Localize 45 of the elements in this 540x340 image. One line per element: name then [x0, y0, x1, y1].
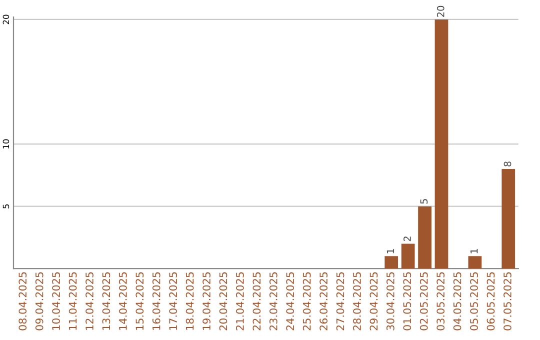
x-tick-label: 06.05.2025 — [486, 272, 495, 330]
y-tick-label: 5 — [2, 204, 10, 208]
bar — [401, 244, 415, 269]
x-tick-label: 15.04.2025 — [136, 272, 144, 330]
x-tick-label: 02.05.2025 — [420, 272, 428, 330]
x-tick-label: 12.04.2025 — [86, 272, 94, 330]
x-tick-label: 22.04.2025 — [252, 272, 261, 330]
x-tick-label: 07.05.2025 — [504, 272, 512, 330]
x-tick-label: 26.04.2025 — [320, 272, 328, 330]
x-tick-label: 05.05.2025 — [470, 272, 478, 330]
x-tick-label: 24.04.2025 — [286, 272, 294, 330]
bar — [502, 168, 516, 269]
y-tick-label: 10 — [2, 139, 10, 148]
data-label: 5 — [420, 199, 428, 204]
x-tick-label: 28.04.2025 — [353, 272, 361, 330]
x-tick-label: 04.05.2025 — [453, 272, 462, 330]
x-tick-label: 23.04.2025 — [269, 272, 278, 330]
x-tick-label: 11.04.2025 — [68, 272, 77, 330]
x-tick-label: 25.04.2025 — [302, 272, 311, 330]
data-label: 8 — [504, 162, 512, 166]
x-tick-label: 14.04.2025 — [118, 272, 127, 330]
x-tick-label: 17.04.2025 — [169, 272, 178, 330]
bar — [468, 256, 482, 269]
x-tick-label: 03.05.2025 — [436, 272, 445, 330]
x-tick-label: 21.04.2025 — [236, 272, 244, 330]
data-label: 1 — [386, 248, 394, 254]
x-tick-label: 30.04.2025 — [386, 272, 394, 330]
x-tick-label: 16.04.2025 — [152, 272, 160, 330]
x-tick-label: 18.04.2025 — [186, 272, 194, 330]
bar — [418, 206, 432, 269]
x-tick-label: 29.04.2025 — [370, 272, 378, 330]
x-tick-label: 20.04.2025 — [219, 272, 228, 330]
bar — [384, 256, 398, 269]
x-tick-label: 08.04.2025 — [18, 272, 27, 330]
x-tick-label: 10.04.2025 — [52, 272, 60, 330]
x-tick-label: 27.04.2025 — [336, 272, 344, 330]
bar — [434, 19, 448, 269]
data-label: 1 — [470, 248, 478, 254]
data-label: 20 — [436, 6, 444, 17]
x-tick-label: 01.05.2025 — [403, 272, 412, 330]
x-tick-label: 09.04.2025 — [35, 272, 44, 330]
x-tick-label: 13.04.2025 — [102, 272, 110, 330]
y-tick-label: 20 — [2, 14, 10, 24]
x-tick-label: 19.04.2025 — [202, 272, 210, 330]
data-label: 2 — [404, 236, 411, 242]
